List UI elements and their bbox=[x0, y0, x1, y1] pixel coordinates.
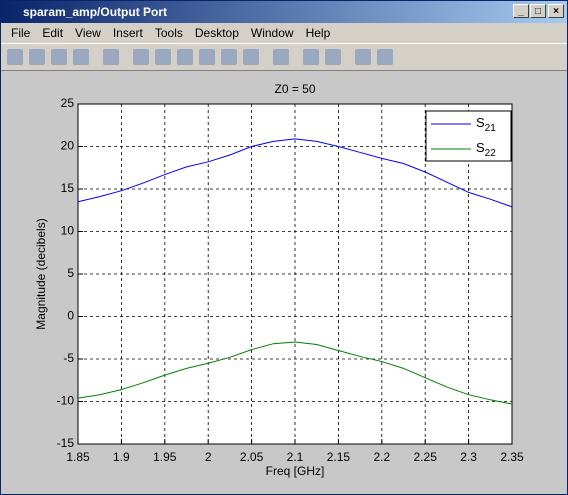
legend-label: S21 bbox=[476, 115, 496, 133]
datacursor-icon[interactable] bbox=[221, 49, 237, 65]
x-tick-label: 1.95 bbox=[153, 450, 177, 464]
menu-item[interactable]: Help bbox=[305, 26, 331, 40]
x-tick-label: 2.1 bbox=[287, 450, 304, 464]
x-tick-label: 1.85 bbox=[66, 450, 90, 464]
print-icon[interactable] bbox=[73, 49, 89, 65]
menu-item[interactable]: Desktop bbox=[194, 26, 239, 40]
x-tick-label: 2 bbox=[205, 450, 212, 464]
y-tick-label: -10 bbox=[57, 394, 75, 408]
x-tick-label: 2.25 bbox=[414, 450, 438, 464]
brush-icon[interactable] bbox=[243, 49, 259, 65]
series-line bbox=[77, 138, 513, 208]
colorbar-icon[interactable] bbox=[303, 49, 319, 65]
link-icon[interactable] bbox=[273, 49, 289, 65]
y-tick-label: 25 bbox=[61, 96, 75, 110]
x-tick-label: 2.15 bbox=[327, 450, 351, 464]
zoom-out-icon[interactable] bbox=[155, 49, 171, 65]
menu-bar: File Edit View Insert Tools Desktop Window Help bbox=[1, 23, 567, 43]
maximize-button[interactable]: □ bbox=[530, 4, 546, 18]
zoom-in-icon[interactable] bbox=[133, 49, 149, 65]
pan-icon[interactable] bbox=[177, 49, 193, 65]
legend-icon[interactable] bbox=[325, 49, 341, 65]
menu-item[interactable]: Edit bbox=[42, 26, 64, 40]
y-tick-label: 15 bbox=[61, 181, 75, 195]
save-icon[interactable] bbox=[51, 49, 67, 65]
x-tick-label: 2.2 bbox=[373, 450, 390, 464]
pointer-icon[interactable] bbox=[103, 49, 119, 65]
y-tick-label: -5 bbox=[63, 351, 74, 365]
legend-box bbox=[425, 110, 512, 162]
menu-item[interactable]: Tools bbox=[154, 26, 183, 40]
menu-item[interactable]: Insert bbox=[112, 26, 143, 40]
menu-item[interactable]: View bbox=[75, 26, 101, 40]
x-tick-label: 2.35 bbox=[500, 450, 524, 464]
y-tick-label: 0 bbox=[67, 309, 74, 323]
y-tick-label: 10 bbox=[61, 224, 75, 238]
menu-item[interactable]: File bbox=[11, 26, 31, 40]
x-axis-label: Freq [GHz] bbox=[266, 464, 325, 478]
y-tick-label: 20 bbox=[61, 139, 75, 153]
axes-box bbox=[77, 103, 513, 445]
hide-tools-icon[interactable] bbox=[355, 49, 371, 65]
minimize-button[interactable]: _ bbox=[513, 4, 529, 18]
x-tick-label: 2.05 bbox=[240, 450, 264, 464]
y-tick-label: -15 bbox=[57, 436, 75, 450]
y-tick-label: 5 bbox=[67, 266, 74, 280]
close-button[interactable]: × bbox=[548, 4, 564, 18]
y-axis-label: Magnitude (decibels) bbox=[34, 218, 48, 329]
title-bar: sparam_amp/Output Port _ □ × bbox=[1, 1, 567, 23]
open-icon[interactable] bbox=[29, 49, 45, 65]
chart-title: Z0 = 50 bbox=[274, 82, 315, 96]
new-icon[interactable] bbox=[7, 49, 23, 65]
legend-label: S22 bbox=[476, 140, 496, 158]
series-line bbox=[77, 341, 513, 405]
rotate-icon[interactable] bbox=[199, 49, 215, 65]
x-tick-label: 1.9 bbox=[113, 450, 130, 464]
window-title: sparam_amp/Output Port bbox=[23, 5, 168, 19]
chart: Z0 = 50 Freq [GHz] Magnitude (decibels) … bbox=[34, 82, 524, 478]
toolbar bbox=[1, 43, 567, 71]
show-tools-icon[interactable] bbox=[377, 49, 393, 65]
x-tick-label: 2.3 bbox=[460, 450, 477, 464]
menu-item[interactable]: Window bbox=[250, 26, 294, 40]
